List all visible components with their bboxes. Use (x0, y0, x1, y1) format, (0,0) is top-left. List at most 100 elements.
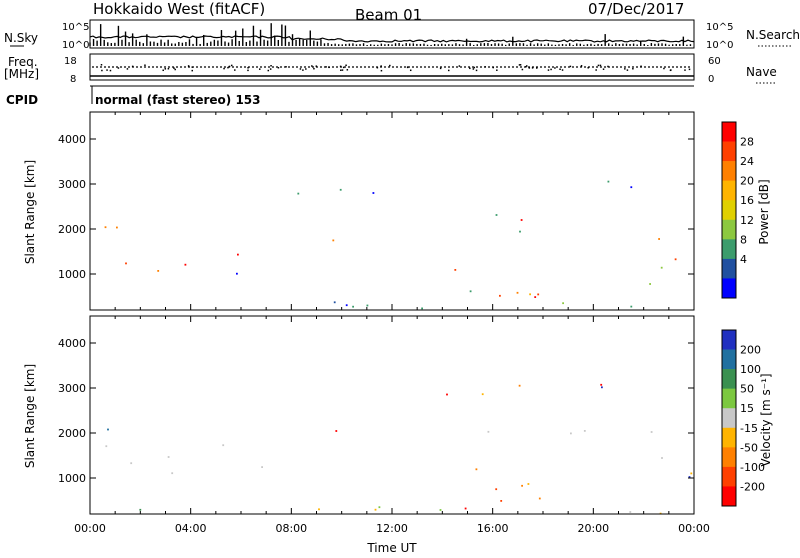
y-tick-label: 1000 (58, 472, 86, 485)
nave-label: Nave (746, 65, 777, 79)
colorbar-segment (722, 486, 736, 507)
echo-cell (372, 192, 375, 194)
nave-dot (684, 69, 686, 71)
nave-dot (247, 69, 249, 72)
nave-dot (191, 66, 194, 68)
cpid-label: CPID (6, 93, 38, 107)
time-tick-label: 20:00 (577, 522, 609, 535)
nave-dot (325, 66, 327, 68)
echo-cell (222, 444, 225, 447)
velocity-scatter (105, 383, 693, 515)
power-x-ticks (89, 112, 695, 310)
nave-dot (345, 64, 347, 67)
y-tick-label: 1000 (58, 268, 86, 281)
nave-dot (342, 66, 345, 69)
echo-cell (171, 472, 174, 475)
nave-dot (247, 67, 249, 69)
nsearch-tick-top: 10^5 (706, 22, 733, 33)
velocity-ylabel: Slant Range [km] (23, 364, 37, 468)
echo-cell (125, 262, 127, 265)
nave-dot (561, 69, 564, 71)
echo-cell (105, 445, 108, 448)
echo-cell (630, 305, 633, 308)
nave-dot (328, 66, 330, 69)
echo-cell (629, 511, 632, 513)
echo-cell (184, 263, 187, 266)
power-scatter (104, 180, 677, 310)
echo-cell (104, 226, 107, 229)
nave-dot (285, 66, 287, 68)
echo-cell (516, 291, 519, 294)
echo-cell (660, 266, 663, 269)
nave-dot (131, 65, 134, 68)
echo-cell (534, 296, 537, 298)
nave-dot (376, 66, 379, 69)
nave-dot (315, 65, 318, 67)
echo-cell (116, 226, 118, 229)
velocity-colorbar: 200 100 50 15 -15 -50 -100 -200 (721, 329, 765, 507)
power-panel-frame (89, 111, 695, 311)
echo-cell (495, 214, 498, 216)
time-axis-title: Time UT (366, 541, 417, 554)
colorbar-segment (722, 408, 736, 429)
colorbar-tick-label: 12 (740, 214, 754, 227)
nave-dot (313, 67, 315, 70)
colorbar-segment (722, 239, 736, 260)
nave-dot (559, 68, 561, 70)
nave-dot (473, 66, 476, 69)
time-tick-label: 04:00 (175, 522, 207, 535)
nave-dot (458, 65, 461, 67)
nave-dot (632, 67, 634, 70)
echo-cell (454, 269, 457, 271)
nave-dot (270, 64, 272, 67)
echo-cell (601, 386, 603, 389)
nave-dot (587, 66, 589, 69)
nave-dot (269, 68, 272, 70)
nave-dot (230, 64, 233, 67)
echo-cell (421, 307, 423, 310)
y-tick-label: 2000 (58, 223, 86, 236)
echo-cell (674, 258, 677, 261)
echo-cell (237, 253, 239, 256)
colorbar-segment (722, 466, 736, 487)
echo-cell (374, 508, 377, 511)
echo-cell (500, 500, 503, 502)
colorbar-tick-label: 200 (740, 344, 761, 357)
colorbar-tick-label: -15 (740, 422, 758, 435)
colorbar-segment (722, 141, 736, 162)
echo-cell (570, 432, 572, 435)
nave-dot (144, 64, 146, 66)
nave-dot (305, 68, 307, 70)
echo-cell (600, 383, 603, 386)
colorbar-tick-label: 24 (740, 155, 754, 168)
y-tick-label: 3000 (58, 178, 86, 191)
time-axis-labels: 00:00 04:00 08:00 12:00 16:00 20:00 00:00 (74, 522, 710, 535)
echo-cell (487, 430, 490, 433)
nave-dot (223, 67, 225, 70)
echo-cell (518, 384, 521, 387)
echo-cell (332, 239, 335, 242)
nave-dot (164, 68, 167, 70)
colorbar-frame (721, 121, 737, 299)
nave-dot (547, 69, 550, 71)
echo-cell (519, 230, 521, 233)
y-tick-label: 3000 (58, 382, 86, 395)
power-panel: 1000 2000 3000 4000 Slant Range [km] 28 24 20… (23, 111, 771, 311)
nave-dot (496, 69, 498, 71)
y-tick-label: 2000 (58, 427, 86, 440)
colorbar-segment (722, 161, 736, 181)
echo-cell (520, 219, 523, 221)
nave-dot (640, 65, 642, 68)
nsky-tick-top: 10^5 (62, 22, 89, 33)
nave-dot (536, 67, 538, 69)
echo-cell (688, 476, 691, 478)
echo-cell (562, 302, 564, 305)
colorbar-segment (722, 447, 736, 468)
colorbar-tick-label: 16 (740, 194, 754, 207)
echo-cell (481, 393, 484, 396)
nave-dot (595, 69, 597, 71)
nave-dot (126, 68, 129, 70)
time-tick-label: 16:00 (477, 522, 509, 535)
nave-dot (599, 64, 602, 67)
